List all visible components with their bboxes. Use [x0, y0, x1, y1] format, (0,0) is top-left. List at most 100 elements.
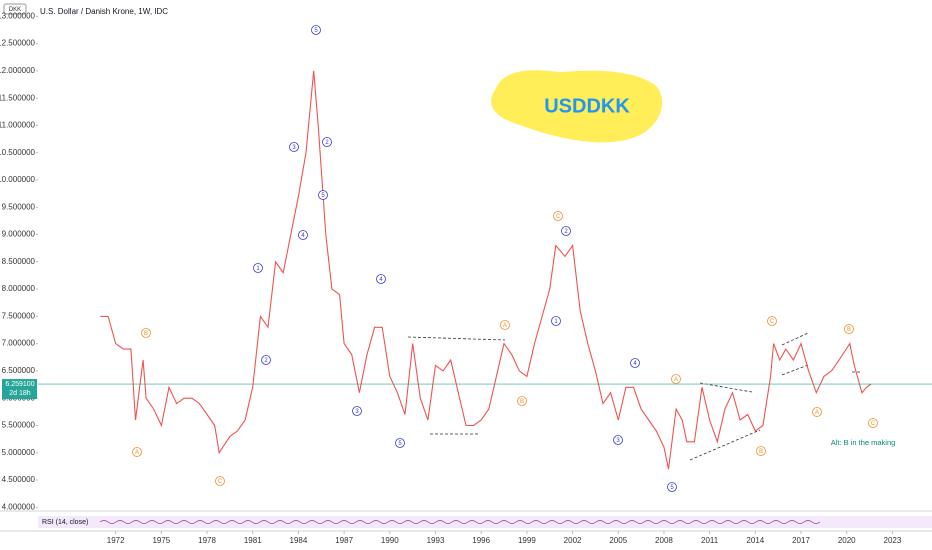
x-tick-label: 1996: [472, 536, 490, 545]
wave-text: 3: [292, 145, 296, 151]
wave-circle: [613, 435, 623, 445]
wave-circle: [289, 142, 299, 152]
banner-text: USDDKK: [544, 95, 630, 117]
wave-label: 4: [298, 230, 308, 240]
wave-text: B: [847, 327, 851, 333]
wave-label: 3: [352, 406, 362, 416]
wave-label: C: [553, 211, 563, 221]
y-tick-label: 5.000000: [2, 448, 36, 457]
wave-label: A: [671, 374, 681, 384]
wave-text: 5: [321, 193, 325, 199]
wave-circle: [215, 476, 225, 486]
wave-circle: [261, 355, 271, 365]
x-tick-label: 1999: [518, 536, 536, 545]
wave-label: A: [132, 447, 142, 457]
x-tick-label: 1990: [381, 536, 399, 545]
wave-text: C: [218, 479, 223, 485]
wave-circle: [376, 274, 386, 284]
wave-circle: [561, 226, 571, 236]
rsi-line-decor: [99, 520, 821, 524]
wave-text: 2: [264, 358, 268, 364]
y-tick-label: 7.500000: [2, 311, 36, 320]
wave-text: 4: [633, 361, 637, 367]
symbol-badge: DKK: [9, 7, 21, 13]
wave-text: B: [144, 331, 148, 337]
x-tick-label: 1987: [335, 536, 353, 545]
wave-label: A: [500, 320, 510, 330]
x-tick-label: 2008: [655, 536, 673, 545]
wave-circle: [551, 316, 561, 326]
y-tick-label: 12.500000: [0, 39, 36, 48]
x-tick-label: 1975: [152, 536, 170, 545]
wave-circle: [756, 446, 766, 456]
wave-label: 4: [630, 358, 640, 368]
wave-circle: [298, 230, 308, 240]
wave-label: 2: [561, 226, 571, 236]
y-tick-label: 8.500000: [2, 257, 36, 266]
wave-circle: [352, 406, 362, 416]
wave-text: 5: [314, 28, 318, 34]
wave-label: B: [844, 324, 854, 334]
y-tick-label: 4.500000: [2, 475, 36, 484]
wave-label: 2: [322, 137, 332, 147]
current-price-label: 6.259100: [5, 381, 34, 388]
wave-circle: [630, 358, 640, 368]
x-tick-label: 2023: [884, 536, 902, 545]
wave-circle: [322, 137, 332, 147]
wave-label: 3: [613, 435, 623, 445]
wave-label: B: [141, 328, 151, 338]
wave-text: A: [674, 377, 678, 383]
wave-text: 3: [616, 438, 620, 444]
wave-text: C: [770, 319, 775, 325]
wave-circle: [767, 316, 777, 326]
wave-text: C: [556, 214, 561, 220]
wave-circle: [141, 328, 151, 338]
wave-label: 1: [253, 263, 263, 273]
wave-text: B: [520, 399, 524, 405]
x-tick-label: 2014: [746, 536, 764, 545]
wave-label: 1: [551, 316, 561, 326]
wave-circle: [500, 320, 510, 330]
wave-text: 4: [301, 233, 305, 239]
wave-text: A: [503, 323, 507, 329]
wave-circle: [517, 396, 527, 406]
wave-text: 5: [670, 485, 674, 491]
x-tick-label: 1978: [198, 536, 216, 545]
wave-circle: [812, 407, 822, 417]
symbol-badge-box: [3, 3, 27, 15]
y-tick-label: 10.500000: [0, 148, 36, 157]
wave-label: C: [767, 316, 777, 326]
y-tick-label: 11.500000: [0, 93, 36, 102]
y-tick-label: 5.500000: [2, 421, 36, 430]
y-tick-label: 8.000000: [2, 284, 36, 293]
y-tick-label: 11.000000: [0, 121, 36, 130]
x-tick-label: 2011: [701, 536, 719, 545]
wave-label: C: [215, 476, 225, 486]
banner-blob: [491, 70, 663, 143]
price-line: [100, 70, 872, 470]
x-tick-label: 2017: [792, 536, 810, 545]
y-tick-label: 12.000000: [0, 66, 36, 75]
countdown: 2d 18h: [9, 390, 31, 397]
y-tick-label: 9.000000: [2, 230, 36, 239]
wave-label: B: [756, 446, 766, 456]
wave-circle: [671, 374, 681, 384]
x-tick-label: 2002: [564, 536, 582, 545]
wave-text: 2: [325, 140, 329, 146]
wave-circle: [318, 190, 328, 200]
wave-label: C: [868, 418, 878, 428]
wave-circle: [132, 447, 142, 457]
x-tick-label: 1993: [427, 536, 445, 545]
wave-text: 1: [256, 266, 260, 272]
wave-text: A: [135, 450, 139, 456]
x-tick-label: 2020: [838, 536, 856, 545]
y-tick-label: 13.000000: [0, 11, 36, 20]
indicator-label: RSI (14, close): [42, 519, 88, 526]
wave-label: 5: [311, 25, 321, 35]
wave-text: 4: [379, 277, 383, 283]
wave-text: B: [759, 449, 763, 455]
trendlines: [407, 332, 862, 461]
y-tick-label: 10.000000: [0, 175, 36, 184]
